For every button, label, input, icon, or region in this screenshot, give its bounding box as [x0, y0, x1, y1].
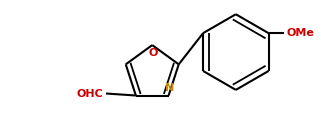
Text: OMe: OMe [286, 28, 314, 38]
Text: OHC: OHC [76, 89, 103, 99]
Text: O: O [149, 48, 158, 58]
Text: N: N [165, 83, 174, 92]
